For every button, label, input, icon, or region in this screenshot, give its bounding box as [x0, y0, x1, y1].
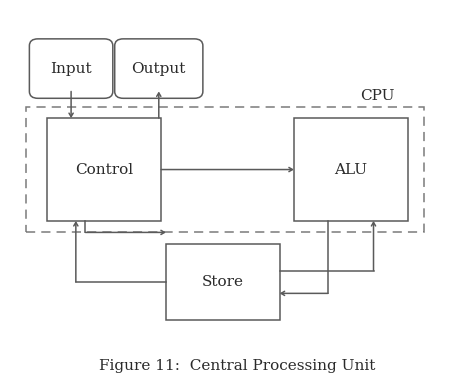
FancyBboxPatch shape: [115, 39, 203, 98]
Text: Output: Output: [132, 62, 186, 75]
Text: Store: Store: [202, 275, 244, 289]
Text: Figure 11:  Central Processing Unit: Figure 11: Central Processing Unit: [99, 359, 375, 373]
Text: ALU: ALU: [334, 163, 367, 176]
Text: Control: Control: [75, 163, 133, 176]
Bar: [166, 244, 280, 320]
Bar: [26, 107, 424, 232]
Bar: [294, 118, 408, 221]
Bar: [47, 118, 161, 221]
FancyBboxPatch shape: [29, 39, 113, 98]
Text: CPU: CPU: [360, 89, 395, 103]
Text: Input: Input: [50, 62, 92, 75]
